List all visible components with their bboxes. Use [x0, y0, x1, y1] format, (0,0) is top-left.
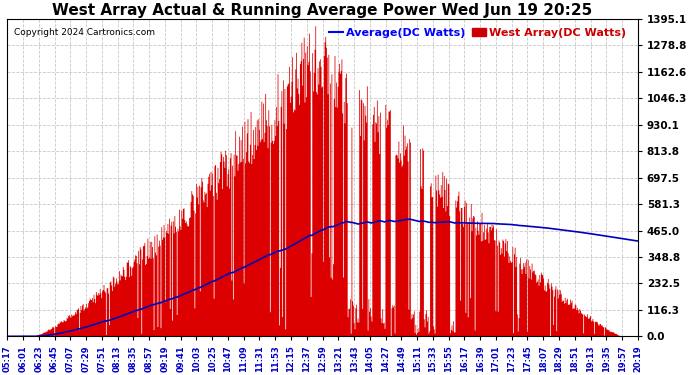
- Text: Copyright 2024 Cartronics.com: Copyright 2024 Cartronics.com: [14, 28, 155, 38]
- Legend: Average(DC Watts), West Array(DC Watts): Average(DC Watts), West Array(DC Watts): [329, 28, 626, 38]
- Title: West Array Actual & Running Average Power Wed Jun 19 20:25: West Array Actual & Running Average Powe…: [52, 3, 593, 18]
